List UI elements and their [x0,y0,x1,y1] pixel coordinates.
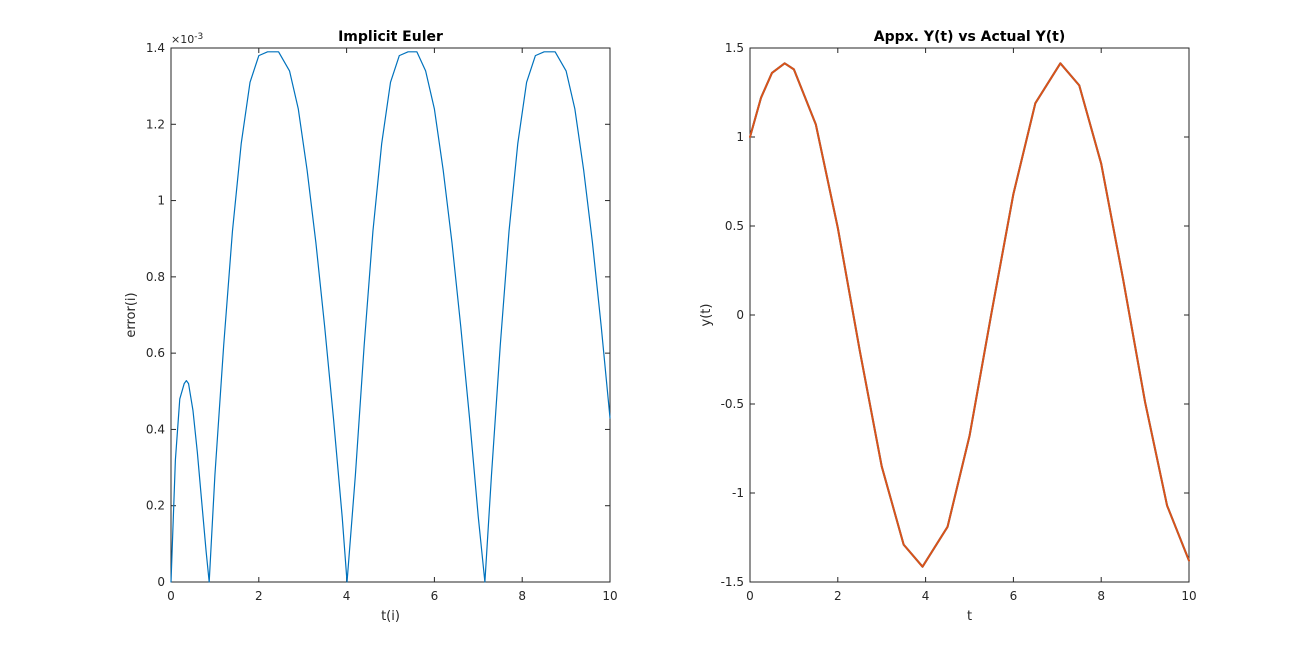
y-axis-label: y(t) [699,304,714,327]
x-tick-label: 0 [167,589,175,603]
y-tick-label: 1 [157,194,165,208]
x-tick-label: 8 [518,589,526,603]
x-tick-label: 0 [746,589,754,603]
error-plot: 0 2 4 6 8 10 0 0.2 0.4 0.6 0.8 1 1.2 1.4 ×10-3 Implicit… [124,29,618,624]
y-tick-label: -0.5 [721,397,744,411]
y-tick-label: 0.2 [146,499,165,513]
y-exponent-power: -3 [194,32,203,42]
series-line-0 [170,51,611,583]
solution-plot: 0 2 4 6 8 10 -1.5 -1 -0.5 0 0.5 1 1.5 Appx. Y(t) vs A… [699,29,1197,624]
chart-title: Implicit Euler [338,29,443,45]
series-line-1 [749,62,1190,568]
y-tick-label: 0.8 [146,270,165,284]
y-tick-label: 0 [736,308,744,322]
chart-title: Appx. Y(t) vs Actual Y(t) [874,29,1065,45]
y-tick-label: 0.5 [725,219,744,233]
x-axis-label: t [967,609,972,624]
y-tick-label: 0.4 [146,422,165,436]
x-tick-label: 6 [431,589,439,603]
axes-box [749,47,1190,583]
y-tick-label: -1.5 [721,575,744,589]
y-tick-label: 1.2 [146,117,165,131]
y-tick-label: 1.5 [725,41,744,55]
y-exponent-label: ×10-3 [171,32,203,46]
x-tick-label: 8 [1097,589,1105,603]
axes-box [170,47,611,583]
y-exponent-base: ×10 [171,33,194,46]
x-tick-label: 4 [922,589,930,603]
x-tick-label: 10 [602,589,617,603]
y-tick-label: -1 [732,486,744,500]
x-tick-label: 4 [343,589,351,603]
x-tick-label: 6 [1010,589,1018,603]
x-tick-label: 2 [255,589,263,603]
y-axis-label: error(i) [124,292,139,337]
x-axis-label: t(i) [381,609,400,624]
x-tick-label: 2 [834,589,842,603]
y-tick-label: 0 [157,575,165,589]
x-tick-label: 10 [1181,589,1196,603]
y-tick-label: 1.4 [146,41,165,55]
y-tick-label: 1 [736,130,744,144]
y-tick-label: 0.6 [146,346,165,360]
